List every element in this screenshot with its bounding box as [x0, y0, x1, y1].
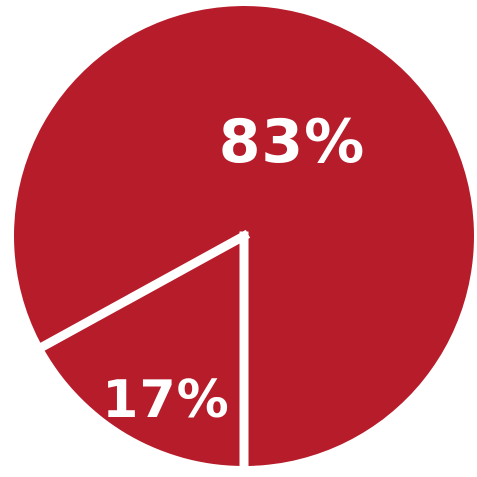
pie-slice-17 [42, 236, 244, 466]
pie-separators [36, 229, 251, 471]
slice-separator-1 [36, 229, 251, 353]
slice-label-17: 17% [102, 370, 229, 430]
slice-label-83: 83% [219, 107, 366, 177]
